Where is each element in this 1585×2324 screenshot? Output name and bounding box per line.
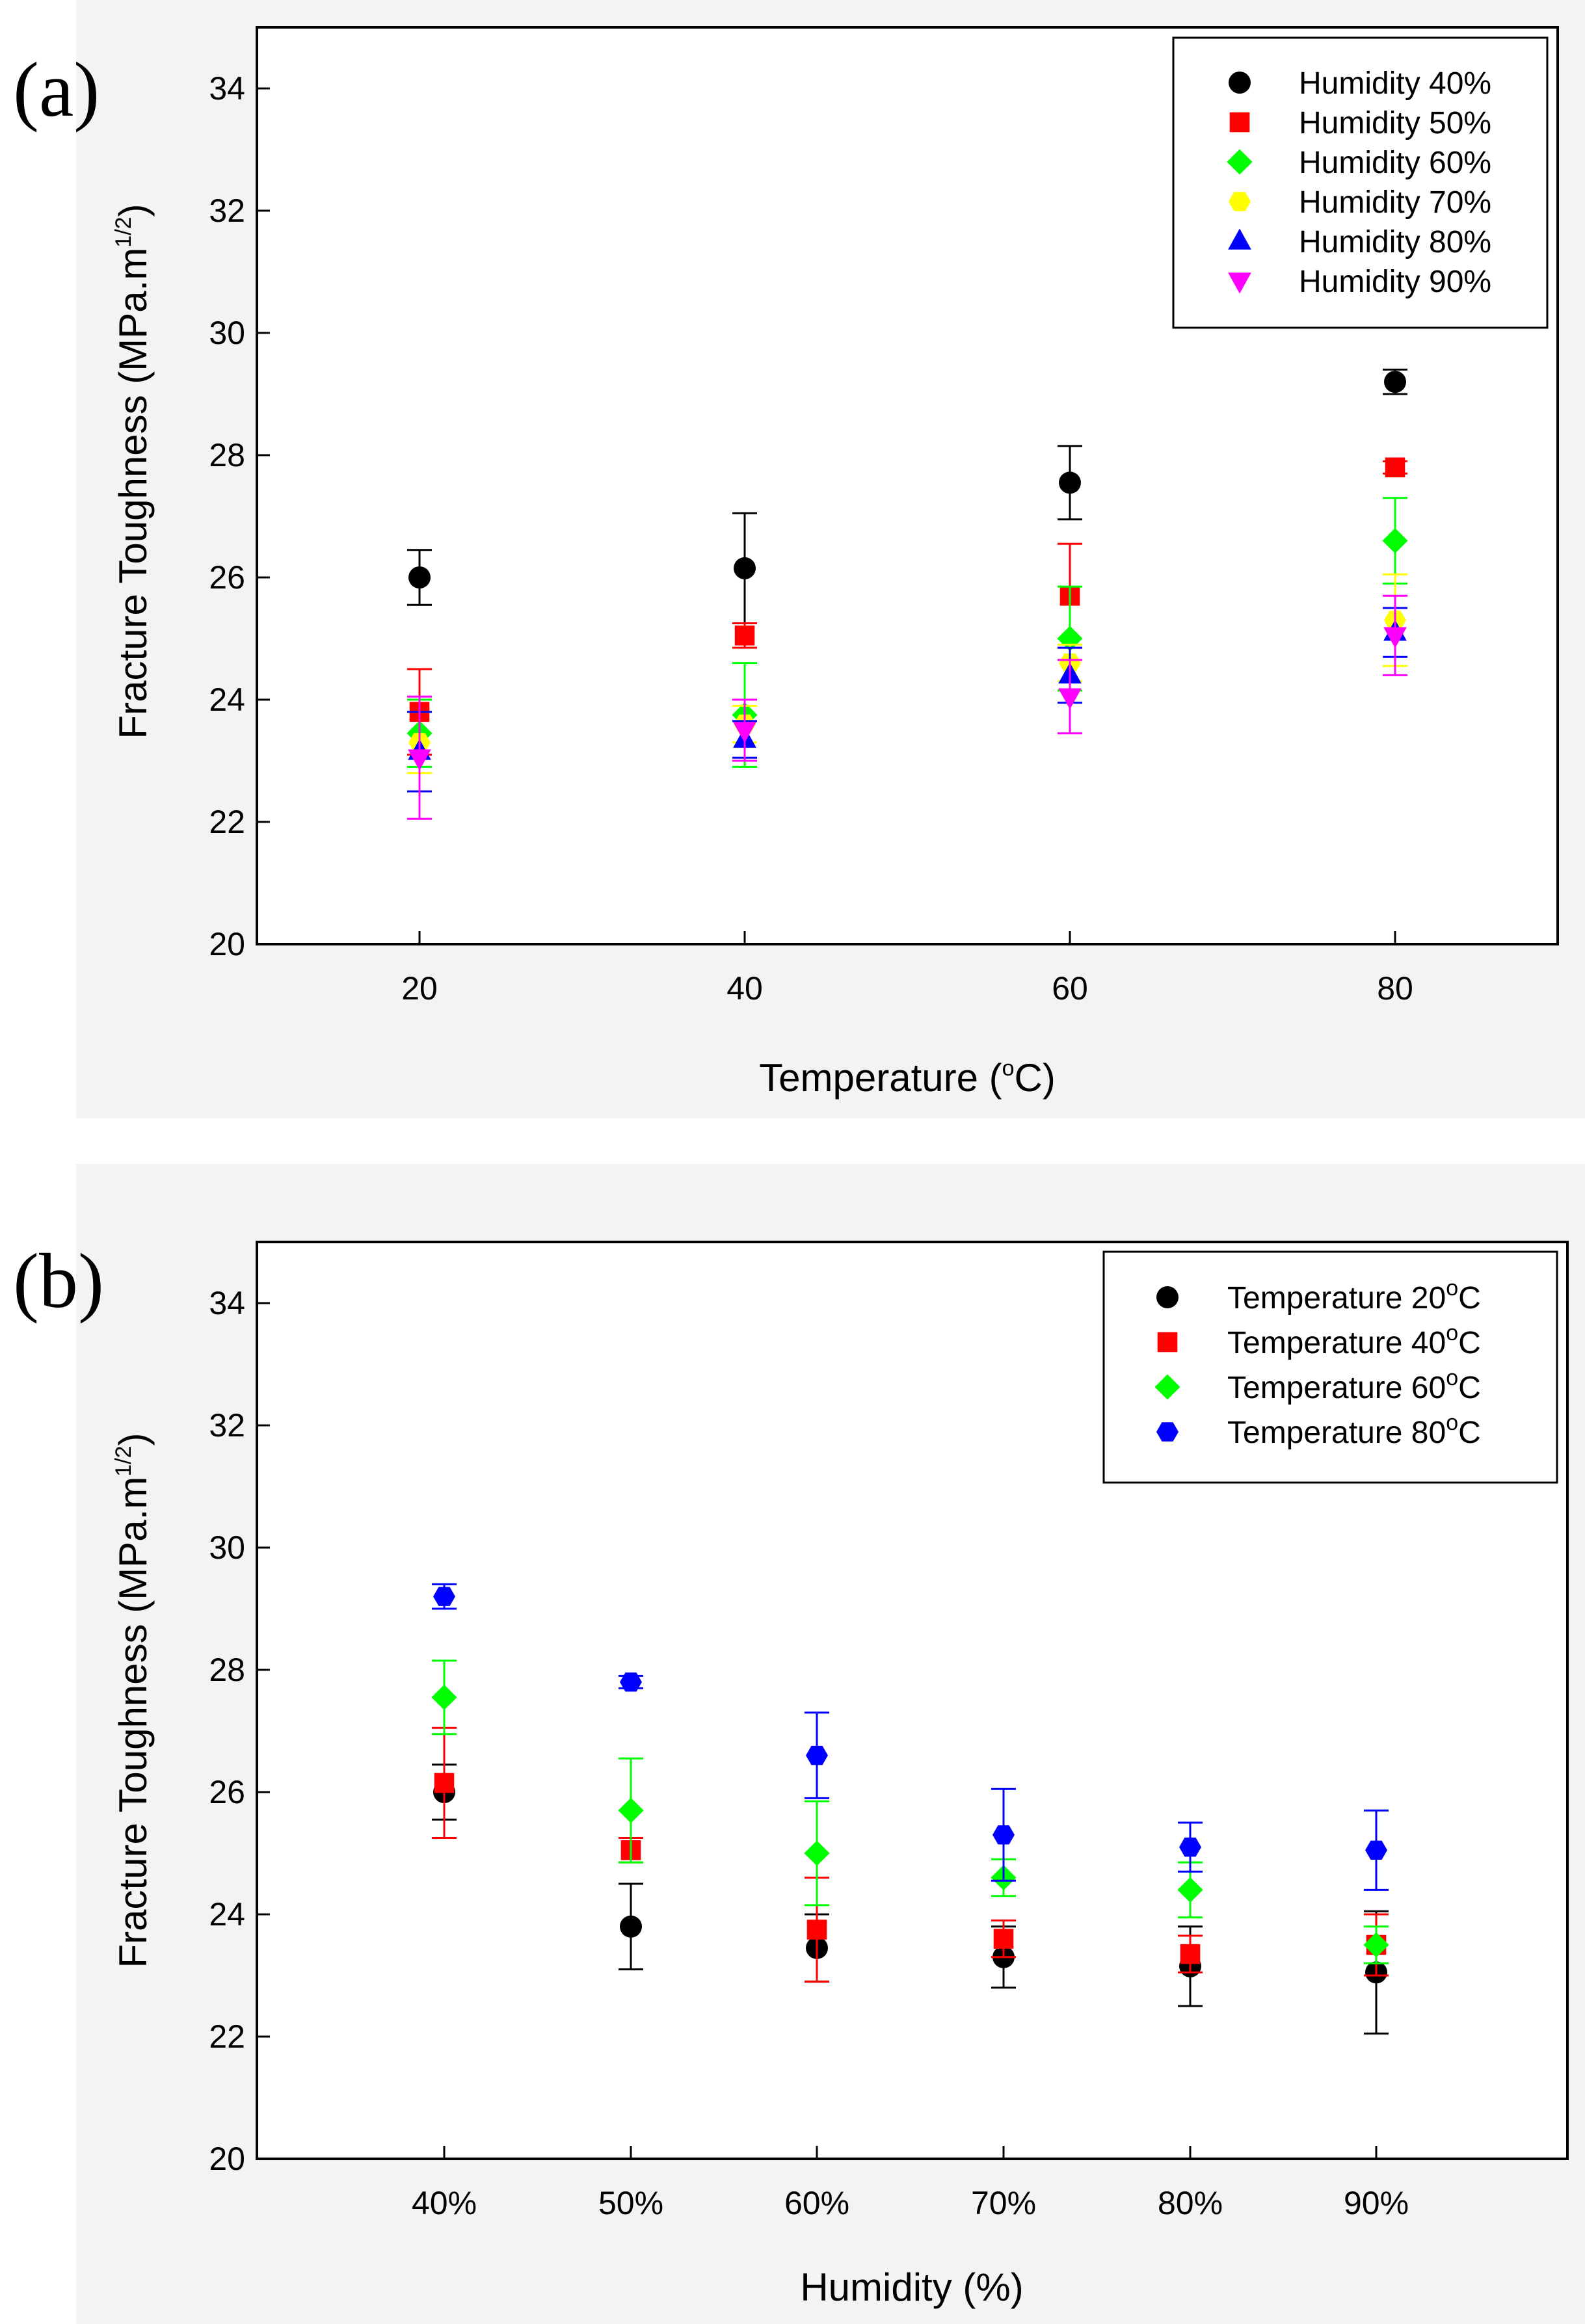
panel-b-legend-marker-temperature-80	[1156, 1422, 1179, 1442]
panel-b-y-tick-label: 22	[209, 2018, 245, 2055]
panel-b-data-marks	[431, 1583, 1389, 2035]
panel-b-x-tick-label: 50%	[598, 2185, 663, 2221]
panel-b-x-tick-label: 90%	[1344, 2185, 1409, 2221]
panel-b-y-tick-label: 30	[209, 1529, 245, 1566]
panel-a-point-humidity-40	[1384, 371, 1406, 393]
panel-a-legend-label-humidity-70: Humidity 70%	[1299, 185, 1491, 220]
panel-b-y-tick-label: 20	[209, 2141, 245, 2177]
panel-a-legend-marker-humidity-90	[1228, 272, 1251, 294]
panel-a-point-humidity-90	[1383, 627, 1407, 648]
panel-b-legend-marker-temperature-60	[1154, 1374, 1180, 1400]
panel-a-x-tick-label: 80	[1377, 970, 1413, 1007]
panel-b-point-temperature-80	[992, 1825, 1015, 1845]
panel-a-legend-label-humidity-60: Humidity 60%	[1299, 146, 1491, 180]
panel-a-point-humidity-60	[1057, 626, 1083, 652]
panel-a-y-axis-title: Fracture Toughness (MPa.m1/2)	[111, 204, 155, 739]
panel-a-y-tick-label: 32	[209, 192, 245, 229]
panel-b-x-tick-label: 60%	[784, 2185, 849, 2221]
panel-a: (a) 20 22 24 26 28 30 32 34 20 40 60 80 Temperatur…	[13, 0, 1585, 1118]
panel-a-point-humidity-90	[1058, 688, 1082, 709]
panel-a-legend-marker-humidity-80	[1228, 228, 1251, 250]
panel-a-x-axis-title: Temperature (oC)	[759, 1056, 1056, 1100]
panel-b-point-temperature-80	[433, 1587, 455, 1606]
panel-a-y-tick-label: 30	[209, 315, 245, 351]
panel-a-legend-label-humidity-40: Humidity 40%	[1299, 66, 1491, 101]
panel-b-point-temperature-40	[434, 1773, 455, 1793]
panel-b-legend-box	[1102, 1250, 1558, 1484]
panel-b-legend-label-temperature-20: Temperature 20oC	[1227, 1276, 1481, 1315]
panel-b-x-axis-title: Humidity (%)	[800, 2265, 1023, 2309]
panel-a-legend-label-humidity-90: Humidity 90%	[1299, 265, 1491, 299]
panel-a-y-axis: 20 22 24 26 28 30 32 34	[209, 70, 270, 962]
panel-a-y-tick-label: 34	[209, 70, 245, 107]
panel-a-point-humidity-40	[408, 566, 431, 588]
panel-b-legend-marker-temperature-40	[1157, 1332, 1178, 1353]
panel-b-point-temperature-80	[806, 1745, 828, 1765]
panel-b-y-axis-title: Fracture Toughness (MPa.m1/2)	[111, 1433, 155, 1968]
panel-b-point-temperature-40	[806, 1920, 827, 1940]
panel-a-y-tick-label: 20	[209, 926, 245, 962]
panel-b-legend-marker-temperature-20	[1156, 1286, 1179, 1308]
panel-a-legend: Humidity 40% Humidity 50% Humidity 60% Humi…	[1172, 36, 1549, 329]
panel-a-legend-label-humidity-80: Humidity 80%	[1299, 225, 1491, 259]
panel-a-point-humidity-40	[1059, 471, 1081, 494]
panel-a-y-tick-label: 24	[209, 681, 245, 718]
panel-b-y-tick-label: 34	[209, 1285, 245, 1321]
panel-b-y-tick-label: 26	[209, 1774, 245, 1810]
panel-a-x-axis: 20 40 60 80	[401, 931, 1413, 1007]
panel-a-point-humidity-90	[408, 749, 431, 771]
panel-a-legend-marker-humidity-50	[1229, 112, 1250, 133]
panel-a-x-tick-label: 40	[726, 970, 763, 1007]
panel-a-point-humidity-60	[1382, 528, 1408, 554]
panel-a-point-humidity-40	[734, 557, 756, 579]
panel-b-point-temperature-20	[620, 1915, 642, 1938]
panel-a-legend-marker-humidity-70	[1229, 192, 1251, 211]
panel-a-point-humidity-50	[734, 626, 755, 646]
panel-b-point-temperature-80	[620, 1672, 642, 1692]
panel-b-point-temperature-60	[804, 1840, 830, 1866]
panel-b-legend-label-temperature-60: Temperature 60oC	[1227, 1366, 1481, 1405]
panel-a-y-tick-label: 26	[209, 559, 245, 596]
panel-b-point-temperature-40	[993, 1929, 1014, 1949]
panel-b-point-temperature-60	[618, 1797, 644, 1823]
panel-b-x-tick-label: 40%	[412, 2185, 477, 2221]
panel-b-y-tick-label: 28	[209, 1652, 245, 1688]
panel-b-label: (b)	[13, 1237, 104, 1324]
panel-b-x-axis: 40% 50% 60% 70% 80% 90%	[412, 2146, 1409, 2221]
panel-b-y-tick-label: 32	[209, 1407, 245, 1444]
panel-a-y-tick-label: 28	[209, 437, 245, 473]
panel-b-point-temperature-60	[431, 1684, 457, 1710]
panel-a-legend-label-humidity-50: Humidity 50%	[1299, 106, 1491, 140]
panel-a-legend-marker-humidity-40	[1229, 72, 1251, 94]
panel-b-y-tick-label: 24	[209, 1896, 245, 1933]
panel-b-x-tick-label: 80%	[1158, 2185, 1223, 2221]
panel-b-legend: Temperature 20oC Temperature 40oC Temperat…	[1102, 1250, 1558, 1484]
panel-b-point-temperature-60	[1363, 1932, 1389, 1958]
panel-a-point-humidity-90	[733, 722, 756, 743]
panel-b-point-temperature-80	[1179, 1837, 1201, 1857]
panel-b-point-temperature-60	[1177, 1877, 1203, 1903]
panel-a-legend-marker-humidity-60	[1227, 149, 1253, 175]
panel-b-x-tick-label: 70%	[971, 2185, 1036, 2221]
panel-a-label: (a)	[13, 46, 100, 133]
panel-a-y-tick-label: 22	[209, 804, 245, 840]
panel-b-y-axis: 20 22 24 26 28 30 32 34	[209, 1285, 270, 2177]
panel-a-x-tick-label: 20	[401, 970, 438, 1007]
panel-a-point-humidity-50	[1385, 457, 1405, 478]
panel-b-point-temperature-80	[1365, 1840, 1387, 1860]
panel-a-x-tick-label: 60	[1052, 970, 1088, 1007]
panel-b-point-temperature-40	[1180, 1944, 1201, 1964]
panel-b-legend-label-temperature-40: Temperature 40oC	[1227, 1321, 1481, 1360]
panel-b-legend-label-temperature-80: Temperature 80oC	[1227, 1410, 1481, 1450]
panel-a-data-marks	[406, 368, 1408, 820]
